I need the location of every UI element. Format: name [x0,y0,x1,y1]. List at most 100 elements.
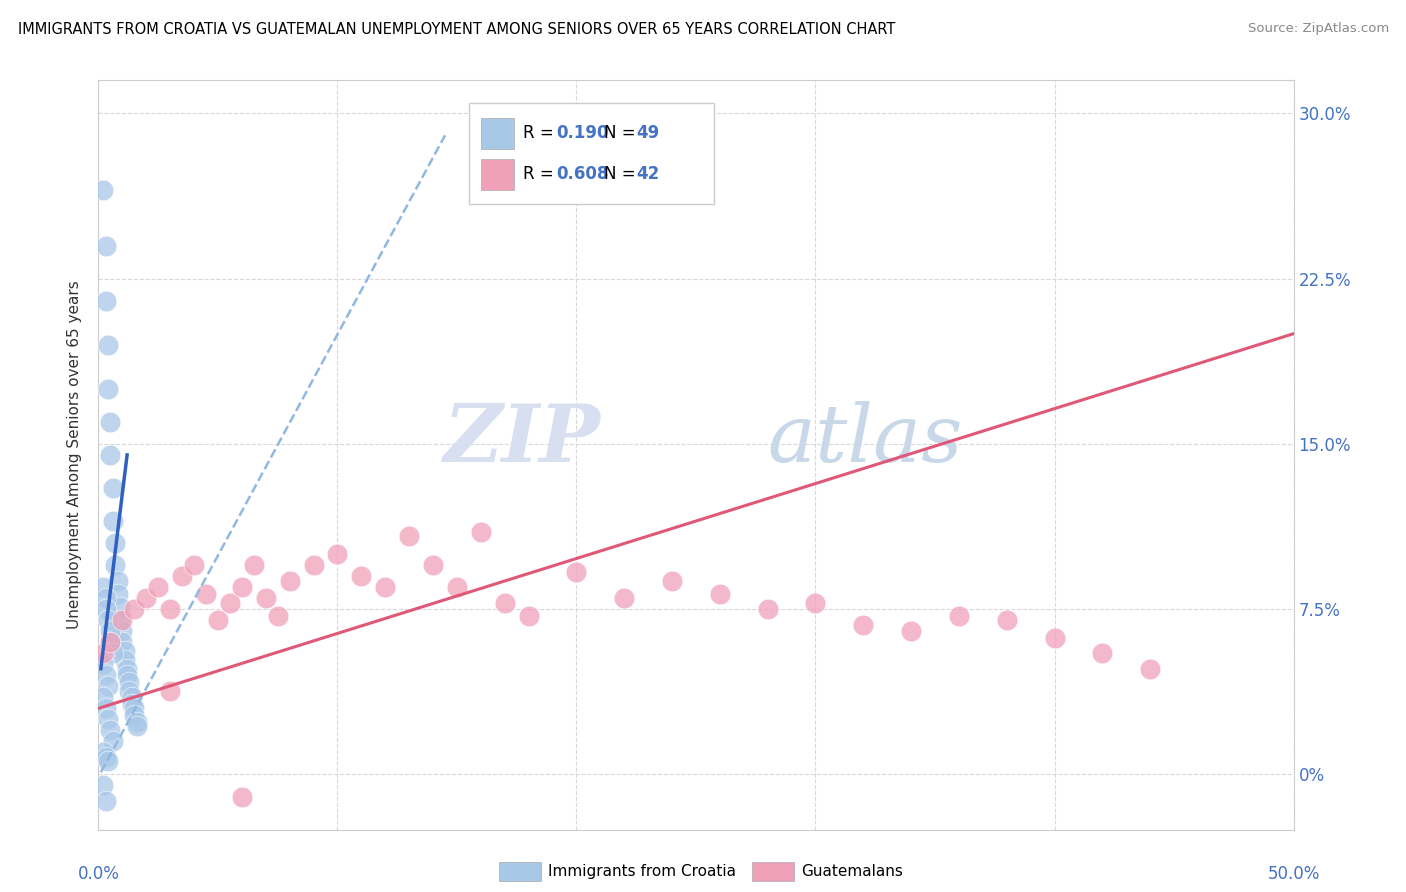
Text: 49: 49 [637,124,659,142]
Point [302,558,325,573]
Point [159,683,181,698]
Text: R =: R = [523,124,558,142]
Point [91,646,114,660]
Point [115,662,138,676]
Point [207,613,229,627]
Point [1091,646,1114,660]
Point [124,701,146,715]
Point [422,558,444,573]
Point [104,558,127,573]
Point [107,587,129,601]
Point [121,690,143,705]
Point [804,596,827,610]
Point [125,719,148,733]
Point [101,481,124,495]
Text: 50.0%: 50.0% [1267,865,1320,883]
Point [91,779,114,793]
Text: R =: R = [523,165,558,183]
Text: IMMIGRANTS FROM CROATIA VS GUATEMALAN UNEMPLOYMENT AMONG SENIORS OVER 65 YEARS C: IMMIGRANTS FROM CROATIA VS GUATEMALAN UN… [18,22,896,37]
Point [94,701,117,715]
Text: 0.190: 0.190 [557,124,609,142]
Point [91,580,114,594]
Point [97,712,120,726]
Point [118,674,141,689]
Point [94,602,117,616]
Point [446,580,468,594]
Text: N =: N = [605,124,641,142]
Point [470,524,492,539]
Point [374,580,396,594]
Point [995,613,1018,627]
Point [91,690,114,705]
Text: N =: N = [605,165,641,183]
Text: Source: ZipAtlas.com: Source: ZipAtlas.com [1249,22,1389,36]
Point [98,624,122,639]
Point [97,679,120,693]
Point [101,646,124,660]
Point [1139,662,1161,676]
Point [107,574,129,588]
Point [94,293,117,308]
Point [111,624,134,639]
Point [852,617,875,632]
Point [326,547,349,561]
Point [98,723,122,738]
Text: Guatemalans: Guatemalans [801,864,903,879]
Point [91,657,114,672]
Point [97,382,120,396]
Point [183,558,205,573]
Point [243,558,266,573]
Point [231,789,253,804]
Point [98,448,122,462]
Point [94,668,117,682]
Point [195,587,218,601]
Point [98,635,122,649]
Point [98,635,122,649]
Point [94,794,117,808]
Point [267,608,290,623]
Point [148,580,170,594]
Text: Immigrants from Croatia: Immigrants from Croatia [548,864,737,879]
Point [254,591,277,606]
Point [97,754,120,768]
Point [124,602,146,616]
Point [219,596,242,610]
FancyBboxPatch shape [481,118,515,149]
Point [115,668,138,682]
Point [709,587,731,601]
Point [114,653,136,667]
Point [114,644,136,658]
Point [94,591,117,606]
Point [135,591,157,606]
Point [125,714,148,729]
Point [900,624,922,639]
Point [278,574,301,588]
Point [231,580,253,594]
Point [1043,631,1066,645]
Point [756,602,779,616]
Point [94,238,117,252]
Point [111,613,134,627]
Point [121,697,143,711]
Point [661,574,683,588]
FancyBboxPatch shape [470,103,714,204]
Point [108,599,131,614]
Point [97,613,120,627]
FancyBboxPatch shape [481,159,515,190]
Y-axis label: Unemployment Among Seniors over 65 years: Unemployment Among Seniors over 65 years [67,281,83,629]
Point [494,596,516,610]
Point [111,635,134,649]
Point [118,683,141,698]
Point [948,608,970,623]
Text: atlas: atlas [768,401,963,479]
Point [159,602,181,616]
Point [350,569,373,583]
Point [101,734,124,748]
Point [172,569,194,583]
Text: ZIP: ZIP [443,401,600,479]
Text: 42: 42 [637,165,659,183]
Point [613,591,636,606]
Point [108,613,131,627]
Point [124,708,146,723]
Point [98,415,122,429]
